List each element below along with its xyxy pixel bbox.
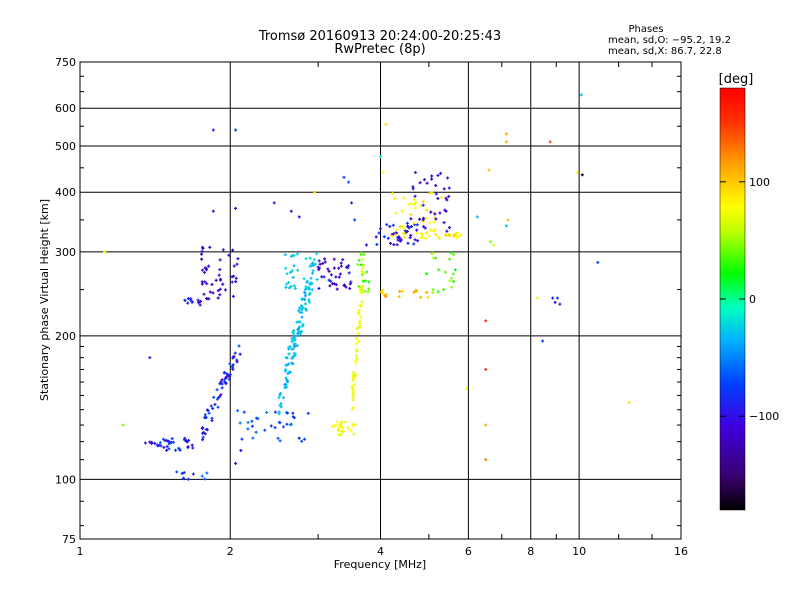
y-tick-label: 600: [55, 102, 76, 115]
colorbar-tick-label: −100: [749, 410, 779, 423]
grid-lines: [80, 62, 681, 539]
x-tick-label: 16: [674, 545, 688, 558]
y-tick-label: 200: [55, 330, 76, 343]
x-tick-label: 10: [572, 545, 586, 558]
y-tick-label: 75: [62, 533, 76, 546]
x-tick-label: 6: [465, 545, 472, 558]
y-tick-label: 100: [55, 473, 76, 486]
stats-header: Phases: [628, 24, 663, 35]
colorbar-label: [deg]: [719, 72, 754, 87]
axis-ticks: 1 2 4 6 8 10 16 75 100 200 300 400 500 600 750: [55, 56, 688, 558]
stats-x-line: mean, sd,X: 86.7, 22.8: [608, 46, 722, 57]
y-tick-label: 500: [55, 140, 76, 153]
colorbar-tick-label: 0: [749, 293, 756, 306]
x-tick-label: 8: [527, 545, 534, 558]
y-axis-label: Stationary phase Virtual Height [km]: [38, 199, 51, 401]
stats-o-line: mean, sd,O: −95.2, 19.2: [608, 35, 731, 46]
x-tick-label: 2: [227, 545, 234, 558]
y-tick-label: 750: [55, 56, 76, 69]
chart-subtitle: RwPretec (8p): [334, 42, 425, 57]
chart-title: Tromsø 20160913 20:24:00-20:25:43: [258, 29, 501, 44]
x-tick-label: 4: [377, 545, 384, 558]
colorbar-ticks: 100 0 −100: [720, 176, 779, 423]
y-tick-label: 400: [55, 186, 76, 199]
x-axis-label: Frequency [MHz]: [334, 558, 426, 571]
x-tick-label: 1: [77, 545, 84, 558]
data-points: [103, 93, 631, 481]
y-tick-label: 300: [55, 246, 76, 259]
colorbar-tick-label: 100: [749, 176, 770, 189]
